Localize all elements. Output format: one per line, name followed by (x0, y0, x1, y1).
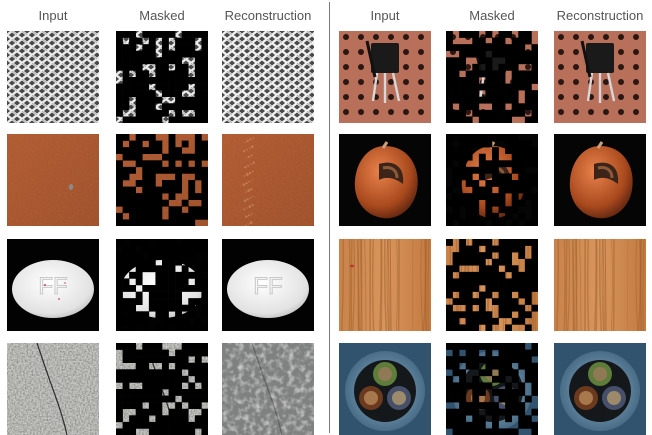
pill-recon-image: FF (222, 239, 314, 331)
hazelnut-masked-image (446, 134, 538, 226)
svg-text:FF: FF (253, 273, 282, 300)
grid-recon-image (222, 31, 314, 123)
grid-input-image (7, 31, 99, 123)
header-right-masked: Masked (469, 8, 515, 23)
wood-masked-image (446, 239, 538, 331)
pill-input-image: FF (7, 239, 99, 331)
svg-text:FF: FF (38, 273, 67, 300)
panel-divider (329, 2, 330, 433)
header-left-input: Input (38, 8, 68, 23)
leather-recon-image (222, 134, 314, 226)
hazelnut-recon-image (554, 134, 646, 226)
leather-masked-image (116, 134, 208, 226)
wood-input-image (339, 239, 431, 331)
header-right-input: Input (370, 8, 400, 23)
header-left-masked: Masked (139, 8, 185, 23)
cable-recon-image (554, 343, 646, 435)
leather-input-image (7, 134, 99, 226)
header-right-reconstruction: Reconstruction (556, 8, 644, 23)
transistor-input-image (339, 31, 431, 123)
transistor-masked-image (446, 31, 538, 123)
cable-masked-image (446, 343, 538, 435)
pill-masked-image (116, 239, 208, 331)
tile-input-image (7, 343, 99, 435)
wood-recon-image (554, 239, 646, 331)
tile-masked-image (116, 343, 208, 435)
tile-recon-image (222, 343, 314, 435)
header-left-reconstruction: Reconstruction (224, 8, 312, 23)
grid-masked-image (116, 31, 208, 123)
transistor-recon-image (554, 31, 646, 123)
cable-input-image (339, 343, 431, 435)
hazelnut-input-image (339, 134, 431, 226)
